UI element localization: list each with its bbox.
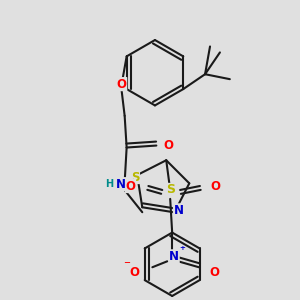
- Text: H: H: [105, 179, 113, 189]
- Text: −: −: [123, 258, 130, 267]
- Text: S: S: [166, 184, 175, 196]
- Text: O: O: [126, 179, 136, 193]
- Text: O: O: [117, 78, 127, 91]
- Text: N: N: [116, 178, 126, 191]
- Text: +: +: [179, 245, 185, 251]
- Text: O: O: [163, 139, 173, 152]
- Text: S: S: [131, 170, 140, 184]
- Text: O: O: [210, 266, 220, 279]
- Text: O: O: [211, 179, 221, 193]
- Text: N: N: [169, 250, 179, 263]
- Text: O: O: [130, 266, 140, 279]
- Text: N: N: [173, 204, 183, 217]
